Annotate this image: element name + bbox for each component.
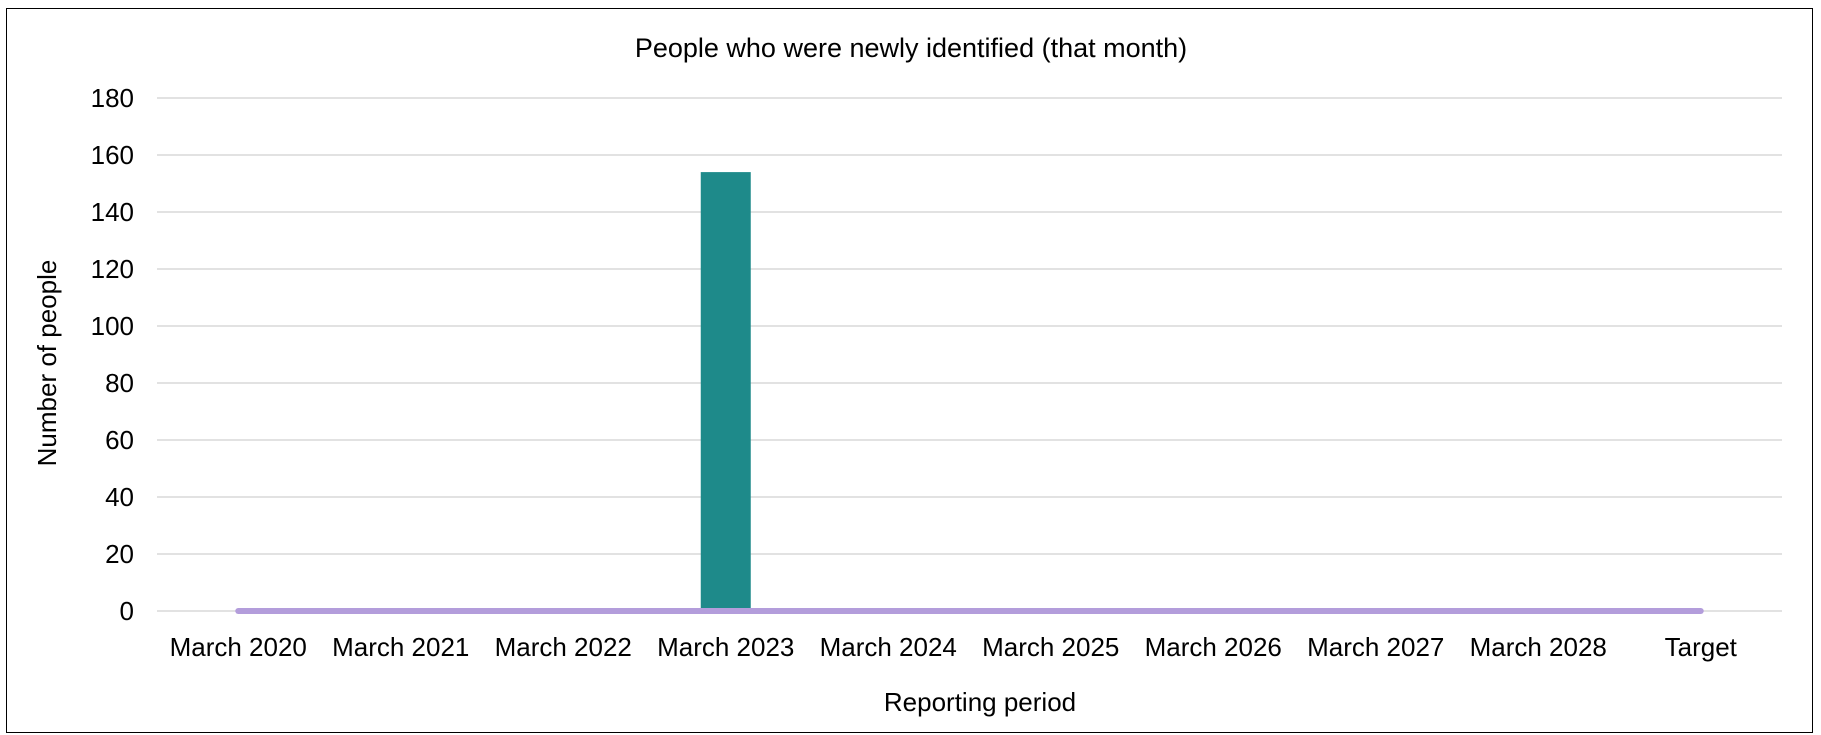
x-tick-label: March 2028 [1470, 632, 1607, 662]
bar [700, 172, 751, 611]
gridlines [157, 97, 1782, 612]
x-tick-label: March 2026 [1145, 632, 1282, 662]
y-tick-label: 120 [91, 254, 134, 284]
y-tick-label: 100 [91, 311, 134, 341]
x-tick-label: March 2024 [820, 632, 957, 662]
y-tick-label: 180 [91, 83, 134, 113]
x-tick-label: Target [1665, 632, 1738, 662]
chart-title: People who were newly identified (that m… [635, 33, 1187, 63]
x-tick-label: March 2020 [170, 632, 307, 662]
x-tick-labels: March 2020 March 2021 March 2022 March 2023… [170, 632, 1738, 662]
x-tick-label: March 2023 [657, 632, 794, 662]
x-axis-title: Reporting period [884, 687, 1076, 717]
x-tick-label: March 2025 [982, 632, 1119, 662]
y-tick-label: 160 [91, 140, 134, 170]
y-tick-label: 140 [91, 197, 134, 227]
x-tick-label: March 2021 [332, 632, 469, 662]
bars [700, 172, 751, 611]
y-tick-label: 20 [105, 539, 134, 569]
y-axis-title: Number of people [32, 260, 62, 467]
y-tick-label: 40 [105, 482, 134, 512]
y-tick-labels: 0 20 40 60 80 100 120 140 160 180 [91, 83, 134, 626]
y-tick-label: 80 [105, 368, 134, 398]
y-tick-label: 0 [120, 596, 134, 626]
x-tick-label: March 2027 [1307, 632, 1444, 662]
x-tick-label: March 2022 [495, 632, 632, 662]
y-tick-label: 60 [105, 425, 134, 455]
